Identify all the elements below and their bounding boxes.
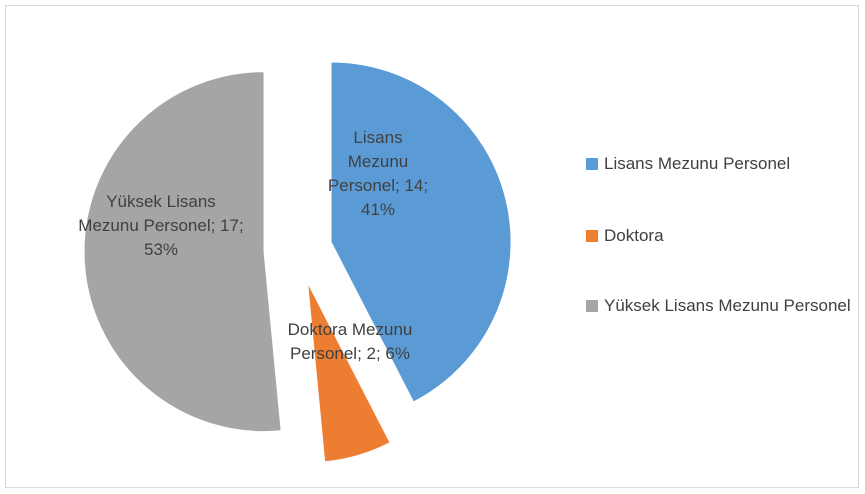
legend-label: Yüksek Lisans Mezunu Personel	[604, 296, 851, 315]
legend-swatch	[586, 230, 598, 242]
legend-label: Lisans Mezunu Personel	[604, 154, 791, 173]
legend-swatch	[586, 158, 598, 170]
pie-slice	[83, 71, 282, 433]
data-label: Doktora Mezunu Personel; 2; 6%	[287, 320, 413, 363]
data-label: Yüksek Lisans Mezunu Personel; 17; 53%	[78, 192, 244, 259]
pie-slice	[330, 61, 512, 403]
legend-swatch	[586, 300, 598, 312]
legend-label: Doktora	[604, 226, 664, 245]
pie-slice	[307, 282, 391, 463]
data-label: Lisans Mezunu Personel; 14; 41%	[327, 128, 429, 219]
